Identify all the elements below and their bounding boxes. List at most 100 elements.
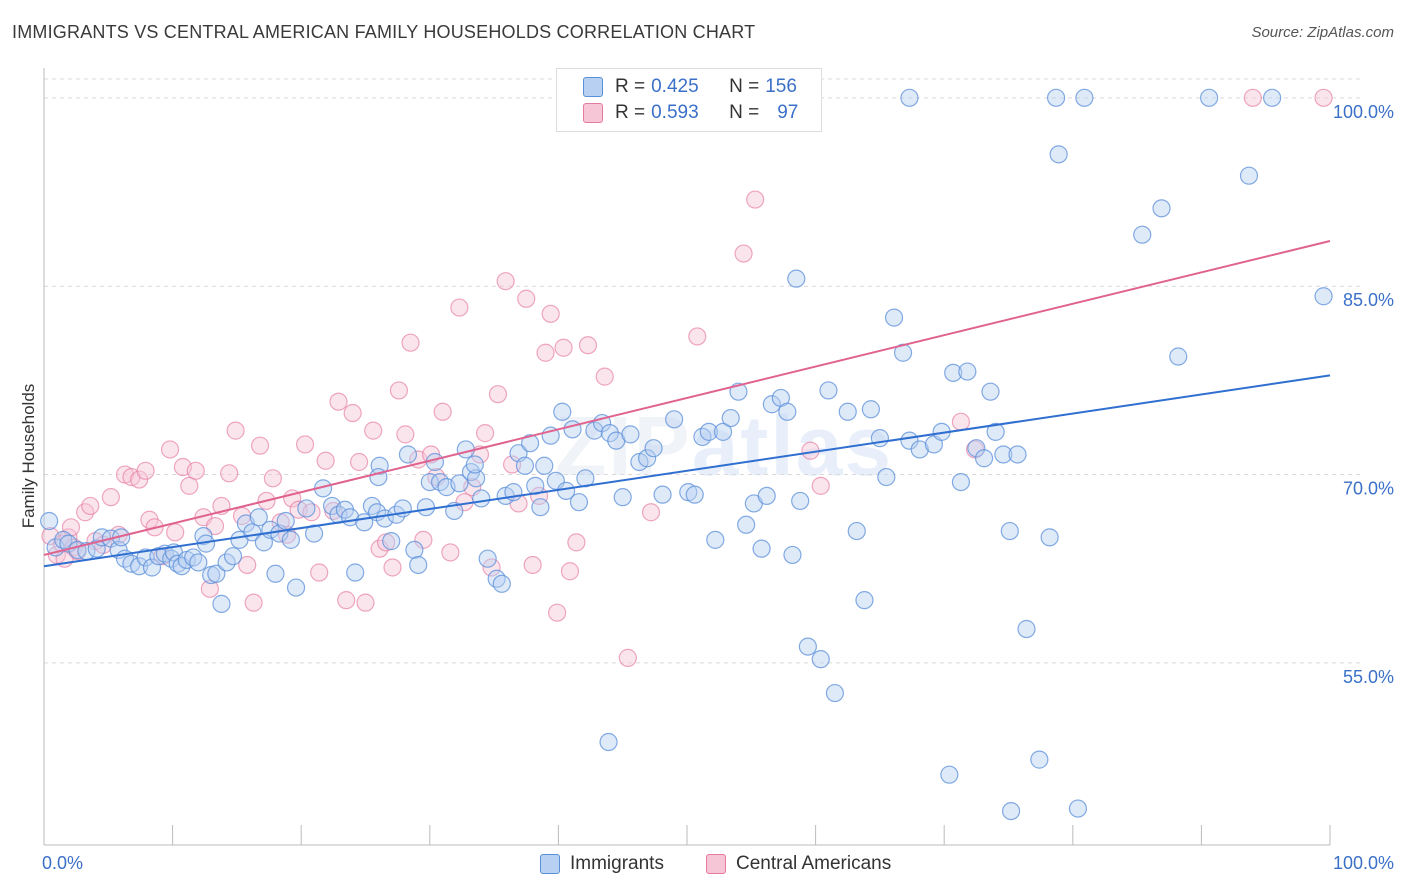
immigrants-point (1049, 145, 1068, 164)
immigrants-point (281, 530, 301, 549)
axis-labels: 55.0% 70.0% 85.0% 100.0% 0.0% 100.0% Family Ho… (19, 102, 1394, 873)
central-r-label: R = (615, 102, 646, 123)
central-americans-point (536, 343, 555, 362)
immigrants-point (466, 469, 486, 488)
immigrants-point (1075, 88, 1094, 107)
immigrants-r-value: 0.425 (651, 76, 699, 97)
central-americans-point (238, 555, 257, 575)
immigrants-point (819, 381, 838, 400)
central-americans-point (337, 591, 356, 610)
x-tick-label-max: 100.0% (1333, 853, 1394, 873)
immigrants-point (644, 439, 663, 458)
immigrants-point (910, 440, 929, 459)
immigrants-point (456, 440, 475, 459)
immigrants-point (487, 569, 506, 588)
immigrants-point (706, 530, 725, 549)
immigrants-points (40, 88, 1333, 821)
central-americans-point (1314, 88, 1333, 107)
immigrants-point (1046, 88, 1066, 107)
central-americans-point (688, 327, 707, 346)
bottom-legend-immigrants: Immigrants (540, 852, 664, 876)
immigrants-trendline (43, 374, 1331, 568)
central-americans-point (389, 381, 409, 400)
immigrants-point (450, 474, 469, 493)
immigrants-point (798, 637, 817, 656)
central-n-label: N = (729, 102, 760, 123)
immigrants-point (1200, 88, 1219, 107)
central-americans-point (401, 333, 420, 352)
central-americans-point (226, 421, 245, 440)
immigrants-point (713, 422, 733, 441)
central-americans-points (41, 88, 1333, 667)
immigrants-point (398, 445, 418, 464)
immigrants-point (1017, 619, 1036, 639)
immigrants-point (136, 548, 155, 567)
immigrants-point (762, 395, 781, 414)
gridlines (44, 78, 1360, 664)
immigrants-point (787, 269, 806, 288)
central-americans-point (578, 336, 598, 355)
central-americans-point (136, 461, 155, 480)
central-americans-point (496, 272, 515, 291)
immigrants-point (838, 402, 857, 421)
immigrants-point (1263, 88, 1282, 107)
bottom-central-label: Central Americans (736, 853, 892, 874)
immigrants-point (521, 434, 540, 453)
central-americans-point (548, 603, 567, 622)
central-americans-point (263, 469, 283, 488)
immigrants-point (967, 439, 986, 458)
immigrants-point (1068, 799, 1088, 818)
bottom-immigrants-swatch (540, 854, 560, 874)
immigrants-point (478, 549, 497, 568)
immigrants-point (613, 488, 632, 507)
chart-title: IMMIGRANTS VS CENTRAL AMERICAN FAMILY HO… (12, 22, 756, 42)
immigrants-point (1314, 287, 1333, 306)
central-americans-point (349, 452, 369, 472)
immigrants-point (465, 455, 484, 474)
immigrants-point (951, 472, 971, 492)
immigrants-point (994, 445, 1013, 464)
immigrants-point (783, 545, 802, 565)
source-label: Source: ZipAtlas.com (1251, 24, 1394, 41)
central-americans-point (554, 338, 573, 357)
central-americans-point (951, 412, 971, 431)
immigrants-point (974, 449, 994, 468)
immigrants-point (855, 591, 874, 610)
immigrants-point (884, 308, 904, 327)
central-americans-point (310, 563, 329, 582)
immigrants-point (752, 539, 771, 558)
central-americans-point (433, 402, 452, 421)
immigrants-point (416, 498, 436, 517)
legend-row-immigrants: R = 0.425 N = 156 (583, 75, 797, 99)
central-americans-point (364, 421, 383, 440)
central-n-value: 97 (777, 102, 799, 123)
central-americans-point (396, 425, 415, 444)
central-americans-point (356, 593, 375, 612)
immigrants-point (877, 467, 896, 487)
central-americans-point (180, 476, 199, 495)
immigrants-point (737, 515, 756, 534)
immigrants-point (847, 521, 866, 541)
immigrants-point (791, 491, 810, 511)
immigrants-point (585, 421, 604, 440)
central-americans-point (450, 298, 469, 317)
immigrants-point (638, 449, 657, 468)
central-americans-point (541, 304, 560, 323)
immigrants-point (425, 452, 445, 472)
legend-row-central: R = 0.593 N = 97 (583, 101, 798, 125)
immigrants-point (569, 493, 589, 512)
immigrants-point (1152, 199, 1171, 218)
immigrants-point (958, 362, 977, 381)
immigrants-point (563, 420, 582, 439)
immigrants-point (1030, 750, 1049, 769)
bottom-central-swatch (706, 854, 726, 874)
central-americans-point (101, 488, 120, 507)
immigrants-point (861, 400, 880, 419)
immigrants-point (266, 564, 285, 583)
immigrants-point (409, 555, 428, 575)
immigrants-point (535, 456, 554, 475)
central-americans-point (244, 593, 263, 612)
central-americans-point (414, 530, 433, 549)
immigrants-point (825, 683, 844, 703)
central-americans-point (343, 403, 362, 423)
